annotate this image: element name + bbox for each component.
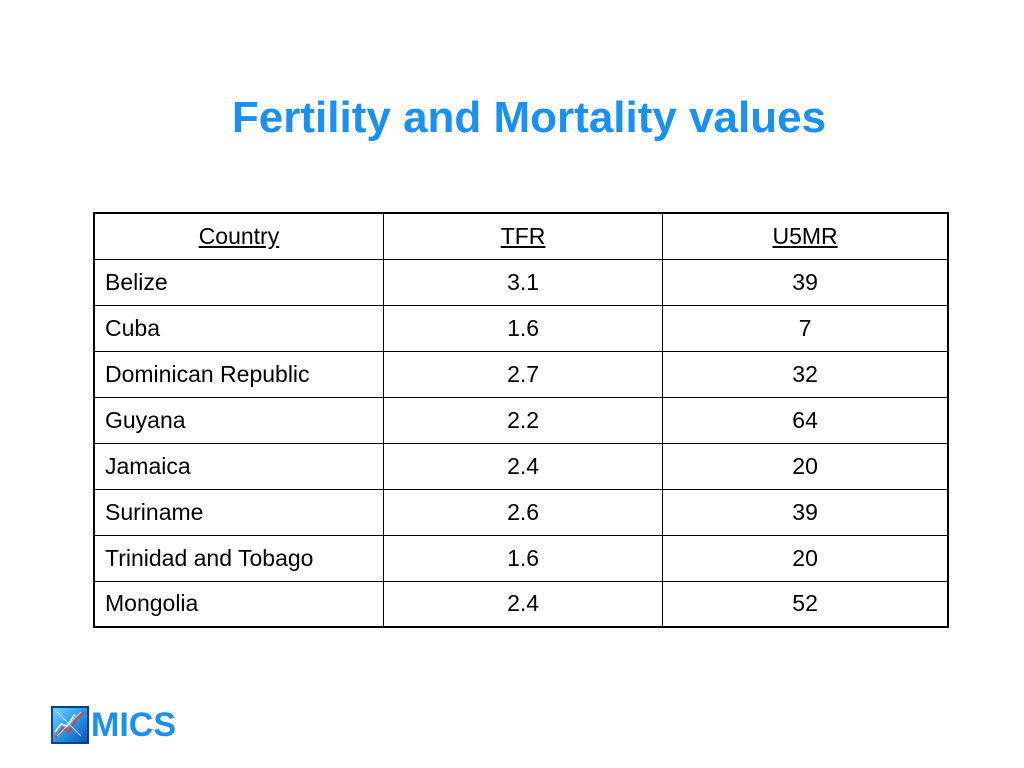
cell-u5mr: 52 bbox=[662, 580, 949, 628]
mics-logo-icon bbox=[51, 706, 89, 744]
cell-country: Belize bbox=[93, 258, 384, 306]
cell-tfr: 2.2 bbox=[382, 396, 664, 444]
logo-text: MICS bbox=[91, 706, 176, 744]
table-row: Guyana 2.2 64 bbox=[93, 396, 949, 444]
table-row: Suriname 2.6 39 bbox=[93, 488, 949, 536]
table-row: Dominican Republic 2.7 32 bbox=[93, 350, 949, 398]
cell-tfr: 1.6 bbox=[382, 534, 664, 582]
table-row: Jamaica 2.4 20 bbox=[93, 442, 949, 490]
cell-u5mr: 64 bbox=[662, 396, 949, 444]
cell-tfr: 2.4 bbox=[382, 580, 664, 628]
table-row: Trinidad and Tobago 1.6 20 bbox=[93, 534, 949, 582]
column-header-tfr: TFR bbox=[382, 212, 664, 260]
mics-logo: MICS bbox=[51, 703, 176, 747]
cell-u5mr: 32 bbox=[662, 350, 949, 398]
cell-country: Mongolia bbox=[93, 580, 384, 628]
cell-country: Cuba bbox=[93, 304, 384, 352]
cell-tfr: 2.4 bbox=[382, 442, 664, 490]
slide-title: Fertility and Mortality values bbox=[231, 93, 827, 142]
cell-u5mr: 7 bbox=[662, 304, 949, 352]
table-row: Cuba 1.6 7 bbox=[93, 304, 949, 352]
cell-u5mr: 20 bbox=[662, 442, 949, 490]
table-row: Mongolia 2.4 52 bbox=[93, 580, 949, 628]
table-header-row: Country TFR U5MR bbox=[93, 212, 949, 260]
cell-country: Guyana bbox=[93, 396, 384, 444]
cell-u5mr: 39 bbox=[662, 258, 949, 306]
cell-country: Jamaica bbox=[93, 442, 384, 490]
cell-tfr: 2.6 bbox=[382, 488, 664, 536]
column-header-country: Country bbox=[93, 212, 384, 260]
cell-u5mr: 39 bbox=[662, 488, 949, 536]
cell-country: Suriname bbox=[93, 488, 384, 536]
cell-tfr: 1.6 bbox=[382, 304, 664, 352]
column-header-u5mr: U5MR bbox=[662, 212, 949, 260]
cell-country: Dominican Republic bbox=[93, 350, 384, 398]
cell-country: Trinidad and Tobago bbox=[93, 534, 384, 582]
cell-tfr: 3.1 bbox=[382, 258, 664, 306]
table-row: Belize 3.1 39 bbox=[93, 258, 949, 306]
cell-tfr: 2.7 bbox=[382, 350, 664, 398]
cell-u5mr: 20 bbox=[662, 534, 949, 582]
data-table: Country TFR U5MR Belize 3.1 39 Cuba 1.6 … bbox=[93, 212, 949, 628]
